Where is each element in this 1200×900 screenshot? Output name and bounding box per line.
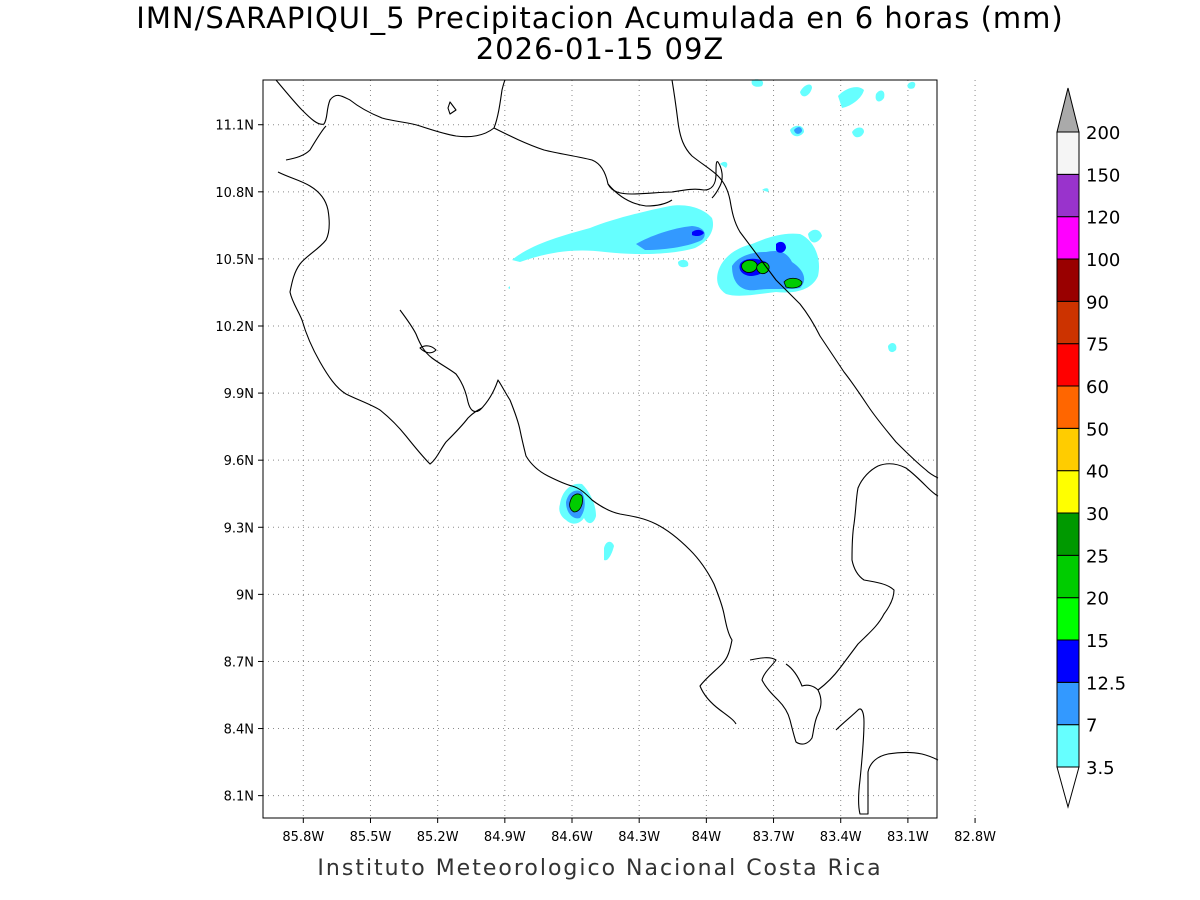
coastlines (275, 79, 939, 815)
colorbar-label: 100 (1086, 250, 1120, 271)
colorbar-segment (1056, 258, 1080, 302)
nicaragua-costa-rica-pacific-coast (275, 79, 506, 138)
lon-tick-label: 84.6W (551, 830, 593, 845)
lon-tick-label: 84.3W (618, 830, 660, 845)
precip-cell (907, 81, 916, 89)
map-gridlines (263, 80, 976, 818)
map-frame (262, 79, 938, 819)
precip-cell (508, 286, 510, 289)
lon-tick-label: 83.1W (887, 830, 929, 845)
colorbar-segment (1056, 554, 1080, 599)
lat-tick-label: 9.9N (224, 387, 254, 402)
island-north (447, 101, 457, 115)
colorbar-label: 75 (1086, 335, 1109, 356)
precip-cell (762, 188, 769, 192)
colorbar-segment (1056, 173, 1080, 218)
san-juan-river-border (493, 127, 723, 199)
caribbean-coast (671, 79, 939, 479)
colorbar-label: 30 (1086, 504, 1109, 525)
colorbar-label: 150 (1086, 165, 1120, 186)
lon-tick-label: 83.7W (753, 830, 795, 845)
colorbar-segment (1056, 300, 1080, 345)
precip-cell (852, 127, 864, 138)
island-nicoya-gulf (419, 345, 437, 354)
colorbar-segment (1056, 597, 1080, 641)
colorbar-segment (1056, 216, 1080, 260)
precip-cell (888, 343, 897, 353)
lat-tick-label: 11.1N (215, 119, 254, 134)
colorbar-label: 25 (1086, 546, 1109, 567)
colorbar-segment (1056, 470, 1080, 514)
colorbar-label: 20 (1086, 589, 1109, 610)
institution-footer: Instituto Meteorologico Nacional Costa R… (317, 856, 883, 881)
colorbar-lower-arrow (1056, 766, 1080, 809)
longitude-tick-labels: 85.8W 85.5W 85.2W 84.9W 84.6W 84.3W 84W 83.7W 83… (282, 818, 996, 845)
precip-cell (808, 229, 822, 243)
lon-tick-label: 85.2W (417, 830, 459, 845)
lon-tick-label: 83.4W (820, 830, 862, 845)
colorbar-label: 90 (1086, 292, 1109, 313)
colorbar-segment (1056, 385, 1080, 429)
lat-tick-label: 9.3N (224, 521, 254, 536)
colorbar-segment (1056, 681, 1080, 726)
precip-area-north-band-7 (636, 226, 705, 250)
precip-area-east-cluster-12b (776, 241, 786, 253)
lon-tick-label: 84W (692, 830, 722, 845)
colorbar: 3.5 7 12.5 15 20 25 30 40 50 60 75 90 100 120 150 200 (1056, 87, 1126, 809)
colorbar-label: 120 (1086, 208, 1120, 229)
map-title: IMN/SARAPIQUI_5 Precipitacion Acumulada … (136, 1, 1064, 35)
colorbar-label: 15 (1086, 631, 1109, 652)
precip-area-north-band-12 (692, 229, 704, 237)
precip-cell-7 (794, 127, 802, 134)
burica-peninsula-coast (835, 708, 939, 815)
colorbar-label: 7 (1086, 716, 1097, 737)
colorbar-label: 3.5 (1086, 758, 1115, 779)
guanacaste-coast (277, 171, 483, 465)
lat-tick-label: 10.2N (215, 320, 254, 335)
colorbar-label: 200 (1086, 123, 1120, 144)
precip-area-south-cell-15 (569, 493, 583, 513)
precip-cell (838, 87, 864, 108)
colorbar-segment (1056, 512, 1080, 556)
map-valid-time: 2026-01-15 09Z (475, 32, 725, 66)
colorbar-segment (1056, 343, 1080, 387)
lat-tick-label: 10.8N (215, 186, 254, 201)
precip-cell (720, 161, 728, 168)
colorbar-segment (1056, 724, 1080, 768)
golfo-dulce-panama-coast (817, 463, 939, 691)
osa-peninsula-coast (749, 657, 822, 745)
lat-tick-label: 9.6N (224, 454, 254, 469)
precip-cell (751, 79, 764, 87)
colorbar-upper-arrow (1056, 87, 1080, 133)
precip-area-east-cluster-15 (741, 259, 758, 273)
colorbar-label: 12.5 (1086, 673, 1126, 694)
central-pacific-coast (479, 379, 737, 725)
latitude-tick-labels: 11.1N 10.8N 10.5N 10.2N 9.9N 9.6N 9.3N 9N 8.7N 8.… (215, 119, 263, 805)
lon-tick-label: 85.5W (350, 830, 392, 845)
precip-cell (800, 84, 812, 97)
lon-tick-label: 82.8W (954, 830, 996, 845)
precip-cell (604, 541, 614, 561)
lat-tick-label: 8.4N (224, 723, 254, 738)
lagoon-shore (607, 183, 673, 207)
precip-cell (678, 259, 689, 268)
colorbar-label: 50 (1086, 419, 1109, 440)
lat-tick-label: 10.5N (215, 253, 254, 268)
colorbar-segment (1056, 639, 1080, 683)
lake-nicaragua-shore (285, 125, 327, 161)
precip-area-east-cluster-15c (783, 277, 803, 289)
lat-tick-label: 8.1N (224, 790, 254, 805)
lat-tick-label: 9N (236, 588, 254, 603)
gulf-of-nicoya-coast (399, 309, 481, 413)
lon-tick-label: 85.8W (282, 830, 324, 845)
precipitation-shading (508, 79, 916, 561)
colorbar-label: 40 (1086, 462, 1109, 483)
colorbar-label: 60 (1086, 377, 1109, 398)
precip-cell (875, 90, 885, 102)
colorbar-segment (1056, 427, 1080, 472)
lon-tick-label: 84.9W (484, 830, 526, 845)
lat-tick-label: 8.7N (224, 655, 254, 670)
colorbar-segment (1056, 131, 1080, 175)
